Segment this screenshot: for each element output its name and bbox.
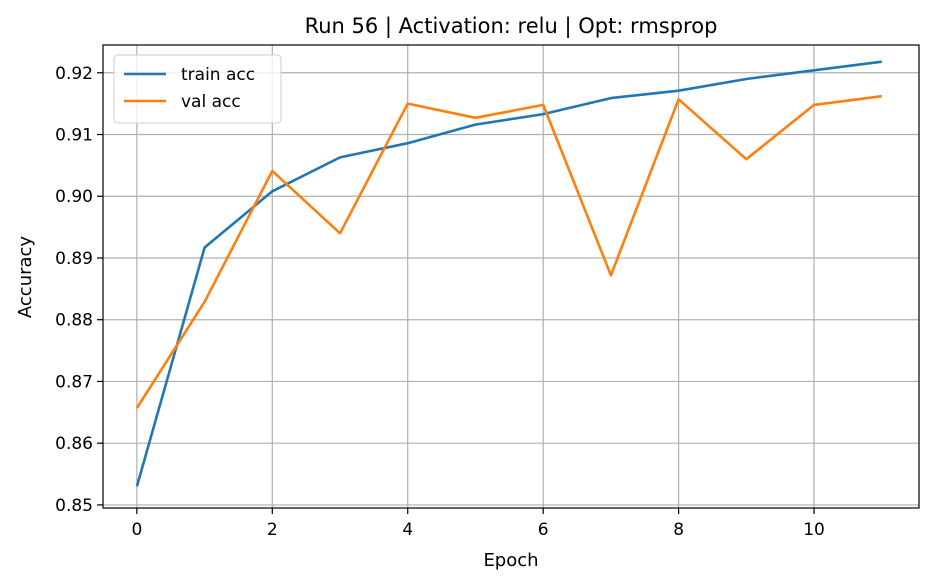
series-line-1 xyxy=(135,94,882,409)
y-tick-label: 0.87 xyxy=(55,372,93,392)
legend: train acc val acc xyxy=(113,54,282,124)
x-tick-label: 10 xyxy=(803,520,825,540)
y-axis-label: Accuracy xyxy=(15,236,36,319)
x-tick-label: 2 xyxy=(267,520,278,540)
grid xyxy=(103,45,919,508)
y-tick-label: 0.86 xyxy=(55,434,93,454)
y-tick-label: 0.91 xyxy=(55,126,93,146)
y-tick-label: 0.92 xyxy=(55,64,93,84)
series-line-0 xyxy=(135,60,882,487)
legend-label: train acc xyxy=(181,65,255,85)
x-tick-label: 0 xyxy=(131,520,142,540)
ticks: 0 2 4 6 8 10 0.85 0.86 0.87 0.88 0.89 0.90 0.91 0.92 xyxy=(55,64,825,540)
y-tick-label: 0.89 xyxy=(55,249,93,269)
y-tick-label: 0.85 xyxy=(55,496,93,516)
plot-frame xyxy=(102,44,920,509)
x-tick-label: 8 xyxy=(673,520,684,540)
chart-title: Run 56 | Activation: relu | Opt: rmsprop xyxy=(305,14,718,39)
x-tick-label: 6 xyxy=(538,520,549,540)
y-tick-label: 0.88 xyxy=(55,311,93,331)
legend-box xyxy=(113,54,282,124)
x-tick-label: 4 xyxy=(402,520,413,540)
x-axis-label: Epoch xyxy=(483,550,538,571)
y-tick-label: 0.90 xyxy=(55,187,93,207)
legend-label: val acc xyxy=(181,92,241,112)
series-lines xyxy=(135,60,882,487)
